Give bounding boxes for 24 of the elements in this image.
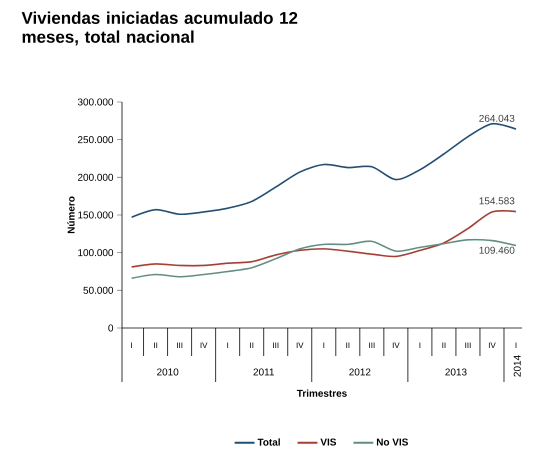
data-label: 154.583 bbox=[480, 197, 514, 204]
line-series bbox=[130, 122, 517, 218]
y-tick-label: 0 bbox=[108, 324, 114, 332]
data-label: 264.043 bbox=[479, 114, 514, 122]
legend-label: VIS bbox=[320, 438, 336, 446]
y-tick-label: 150.000 bbox=[78, 211, 114, 219]
text: 2010 bbox=[157, 368, 178, 376]
y-tick-label: 100.000 bbox=[78, 249, 114, 256]
legend-label: Total bbox=[258, 438, 280, 446]
line-series bbox=[130, 238, 517, 280]
data-label: 109.460 bbox=[480, 246, 514, 254]
x-axis-title: Trimestres bbox=[296, 390, 347, 397]
y-tick-label: 200.000 bbox=[78, 174, 114, 181]
text: 2012 bbox=[349, 368, 370, 376]
y-tick-label: 50.000 bbox=[83, 286, 114, 294]
legend-label: No VIS bbox=[376, 438, 408, 446]
text: 2011 bbox=[254, 368, 274, 376]
text: 2014 bbox=[514, 355, 521, 377]
y-axis-title: Número bbox=[67, 196, 75, 234]
y-tick-label: 300.000 bbox=[78, 98, 114, 106]
chart-title: Viviendas iniciadas acumulado 12 meses, total nacional bbox=[22, 12, 298, 46]
text: 2013 bbox=[445, 368, 467, 376]
y-tick-label: 250.000 bbox=[78, 136, 114, 144]
line-series bbox=[130, 210, 517, 268]
